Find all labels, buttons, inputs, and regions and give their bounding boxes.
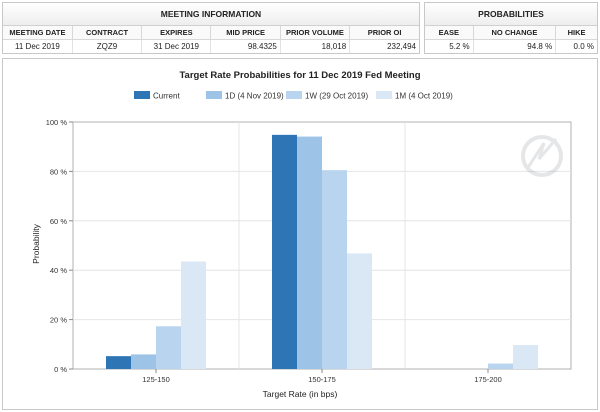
col-hike: HIKE xyxy=(555,26,597,40)
table-row: 11 Dec 2019 ZQZ9 31 Dec 2019 98.4325 18,… xyxy=(3,39,419,53)
bar-175-200-3 xyxy=(513,345,538,369)
x-axis-ticks: 125-150 150-175 175-200 xyxy=(142,369,502,384)
mid-price-value: 98.4325 xyxy=(210,39,281,53)
meeting-info-panel: MEETING INFORMATION MEETING DATE CONTRAC… xyxy=(2,2,420,54)
bar-150-175-0 xyxy=(272,134,297,369)
y-tick-label: 80 % xyxy=(50,167,67,176)
x-axis-label: Target Rate (in bps) xyxy=(263,389,338,399)
probabilities-table: EASE NO CHANGE HIKE 5.2 % 94.8 % 0.0 % xyxy=(425,26,597,53)
probabilities-panel: PROBABILITIES EASE NO CHANGE HIKE 5.2 % … xyxy=(424,2,598,54)
legend-label: Current xyxy=(153,92,180,101)
prior-volume-value: 18,018 xyxy=(280,39,351,53)
meeting-info-header: MEETING INFORMATION xyxy=(3,3,419,26)
hike-value: 0.0 % xyxy=(573,42,594,51)
bar-125-150-3 xyxy=(181,261,206,369)
legend: Current 1D (4 Nov 2019) 1W (29 Oct 2019) 1M… xyxy=(134,91,453,101)
x-tick-label: 125-150 xyxy=(142,375,170,384)
legend-label: 1D (4 Nov 2019) xyxy=(225,92,284,101)
chart-panel: Target Rate Probabilities for 11 Dec 201… xyxy=(2,58,598,410)
bar-150-175-3 xyxy=(347,253,372,369)
col-prior-volume: PRIOR VOLUME xyxy=(280,26,351,40)
contract-value: ZQZ9 xyxy=(72,39,143,53)
y-tick-label: 20 % xyxy=(50,316,67,325)
prior-oi-value: 232,494 xyxy=(387,42,416,51)
legend-label: 1W (29 Oct 2019) xyxy=(305,92,368,101)
bar-125-150-2 xyxy=(156,326,181,369)
bar-150-175-1 xyxy=(297,136,322,369)
x-tick-label: 150-175 xyxy=(308,375,336,384)
expires-value: 31 Dec 2019 xyxy=(141,39,212,53)
col-ease: EASE xyxy=(425,26,474,40)
legend-swatch xyxy=(286,91,302,99)
y-tick-label: 60 % xyxy=(50,217,67,226)
x-tick-label: 175-200 xyxy=(474,375,502,384)
legend-swatch xyxy=(206,91,222,99)
probabilities-header: PROBABILITIES xyxy=(425,3,597,26)
legend-swatch xyxy=(134,91,150,99)
bar-125-150-0 xyxy=(106,356,131,369)
bar-175-200-2 xyxy=(488,363,513,369)
col-mid-price: MID PRICE xyxy=(210,26,281,40)
legend-label: 1M (4 Oct 2019) xyxy=(395,92,453,101)
chart-title: Target Rate Probabilities for 11 Dec 201… xyxy=(179,70,420,81)
bar-125-150-1 xyxy=(131,354,156,369)
y-tick-label: 100 % xyxy=(46,118,68,127)
meeting-info-table: MEETING DATE CONTRACT EXPIRES MID PRICE … xyxy=(3,26,419,53)
y-axis-ticks: 0 % 20 % 40 % 60 % 80 % 100 % xyxy=(46,118,73,374)
watermark-logo-icon xyxy=(521,135,563,177)
probability-chart: Target Rate Probabilities for 11 Dec 201… xyxy=(31,70,572,399)
bar-150-175-2 xyxy=(322,170,347,369)
y-tick-label: 0 % xyxy=(54,365,67,374)
col-no-change: NO CHANGE xyxy=(473,26,557,40)
y-tick-label: 40 % xyxy=(50,266,67,275)
col-contract: CONTRACT xyxy=(72,26,143,40)
table-row: 5.2 % 94.8 % 0.0 % xyxy=(425,39,597,53)
col-meeting-date: MEETING DATE xyxy=(3,26,73,40)
meeting-date-value: 11 Dec 2019 xyxy=(3,39,73,53)
y-axis-label: Probability xyxy=(31,223,41,263)
legend-swatch xyxy=(376,91,392,99)
col-expires: EXPIRES xyxy=(141,26,212,40)
bars xyxy=(106,134,538,369)
ease-value: 5.2 % xyxy=(425,39,474,53)
col-prior-oi: PRIOR OI xyxy=(349,26,419,40)
no-change-value: 94.8 % xyxy=(473,39,557,53)
